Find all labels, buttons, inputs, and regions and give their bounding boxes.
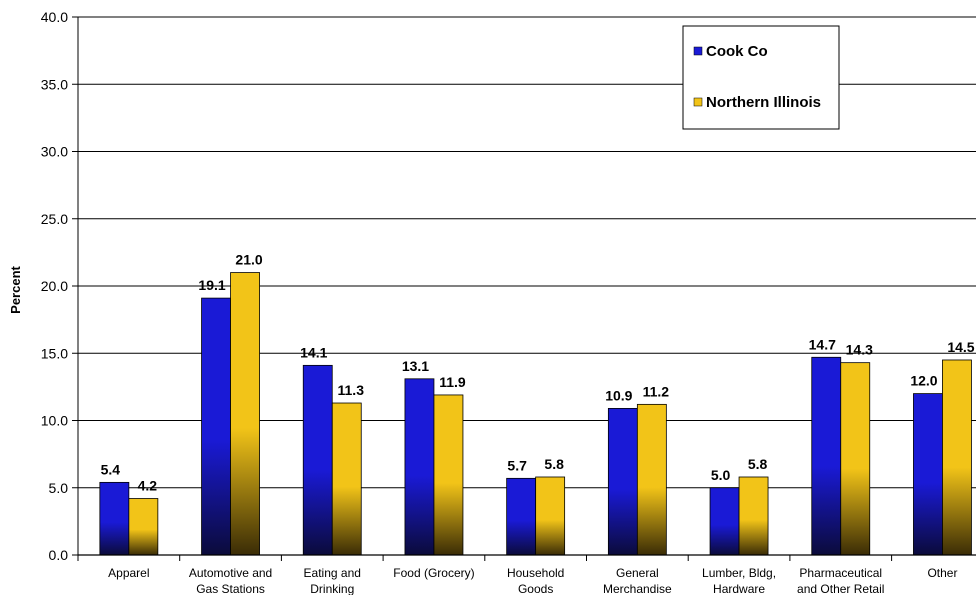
legend-swatch bbox=[693, 97, 703, 107]
category-label: Lumber, Bldg, bbox=[702, 566, 776, 580]
bar-cook-co bbox=[404, 378, 435, 556]
y-tick-label: 5.0 bbox=[49, 480, 69, 496]
bar-cook-co bbox=[201, 297, 231, 556]
data-label: 5.8 bbox=[748, 456, 768, 472]
legend: Cook Co Northern Illinois bbox=[682, 25, 840, 130]
data-label: 12.0 bbox=[910, 373, 937, 389]
data-label: 5.8 bbox=[544, 456, 564, 472]
data-label: 5.7 bbox=[507, 457, 527, 473]
category-label: Apparel bbox=[108, 566, 149, 580]
bar-northern-illinois bbox=[840, 362, 871, 556]
data-label: 14.7 bbox=[809, 336, 836, 352]
data-label: 4.2 bbox=[138, 478, 158, 494]
category-label: Gas Stations bbox=[196, 582, 265, 595]
category-label: Pharmaceutical bbox=[799, 566, 882, 580]
bar-northern-illinois bbox=[738, 476, 769, 556]
category-label: Other bbox=[927, 566, 957, 580]
legend-label: Cook Co bbox=[706, 43, 768, 60]
bars bbox=[99, 272, 972, 556]
data-label: 10.9 bbox=[605, 387, 632, 403]
category-label: Household bbox=[507, 566, 564, 580]
bar-northern-illinois bbox=[535, 476, 566, 556]
x-axis bbox=[77, 17, 976, 561]
category-label: Food (Grocery) bbox=[393, 566, 474, 580]
y-tick-label: 35.0 bbox=[41, 76, 68, 92]
data-label: 14.1 bbox=[300, 344, 327, 360]
y-tick-label: 0.0 bbox=[49, 547, 69, 563]
data-label: 21.0 bbox=[235, 252, 262, 268]
bar-northern-illinois bbox=[128, 498, 159, 556]
data-labels: 5.4 4.2 19.1 21.0 14.1 11.3 13.1 11.9 5.7 5.8 10.9… bbox=[101, 252, 975, 494]
bar-cook-co bbox=[913, 393, 943, 556]
bar-northern-illinois bbox=[433, 394, 464, 556]
y-axis-ticks: 0.0 5.0 10.0 15.0 20.0 25.0 30.0 35.0 40.0 bbox=[41, 9, 78, 563]
y-tick-label: 40.0 bbox=[41, 9, 68, 25]
data-label: 11.3 bbox=[338, 382, 365, 398]
bar-cook-co bbox=[99, 481, 130, 556]
y-tick-label: 15.0 bbox=[41, 345, 68, 361]
category-label: Hardware bbox=[713, 582, 765, 595]
data-label: 14.5 bbox=[947, 339, 974, 355]
data-label: 11.2 bbox=[643, 383, 670, 399]
data-label: 19.1 bbox=[198, 277, 225, 293]
data-label: 13.1 bbox=[402, 358, 429, 374]
y-tick-label: 10.0 bbox=[41, 413, 68, 429]
legend-swatch bbox=[693, 46, 703, 56]
y-tick-label: 30.0 bbox=[41, 144, 68, 160]
data-label: 11.9 bbox=[439, 374, 466, 390]
bar-cook-co bbox=[709, 487, 740, 556]
y-tick-label: 25.0 bbox=[41, 211, 68, 227]
category-label: and Other Retail bbox=[797, 582, 884, 595]
category-labels: Apparel Automotive and Gas Stations Eating … bbox=[108, 566, 957, 595]
bar-northern-illinois bbox=[942, 359, 972, 556]
data-label: 14.3 bbox=[846, 342, 873, 358]
y-axis-label: Percent bbox=[8, 265, 23, 313]
bar-cook-co bbox=[302, 364, 333, 556]
category-label: Automotive and bbox=[189, 566, 272, 580]
category-label: Eating and bbox=[304, 566, 361, 580]
bar-cook-co bbox=[811, 356, 842, 556]
category-label: Drinking bbox=[310, 582, 354, 595]
bar-northern-illinois bbox=[230, 272, 260, 556]
bar-northern-illinois bbox=[331, 402, 362, 556]
bar-cook-co bbox=[607, 407, 638, 556]
legend-box bbox=[682, 25, 840, 130]
y-tick-label: 20.0 bbox=[41, 278, 68, 294]
legend-label: Northern Illinois bbox=[706, 94, 821, 111]
data-label: 5.4 bbox=[101, 461, 121, 477]
bar-cook-co bbox=[506, 477, 537, 556]
data-label: 5.0 bbox=[711, 467, 731, 483]
category-label: General bbox=[616, 566, 659, 580]
bar-northern-illinois bbox=[636, 403, 667, 556]
category-label: Goods bbox=[518, 582, 553, 595]
category-label: Merchandise bbox=[603, 582, 672, 595]
